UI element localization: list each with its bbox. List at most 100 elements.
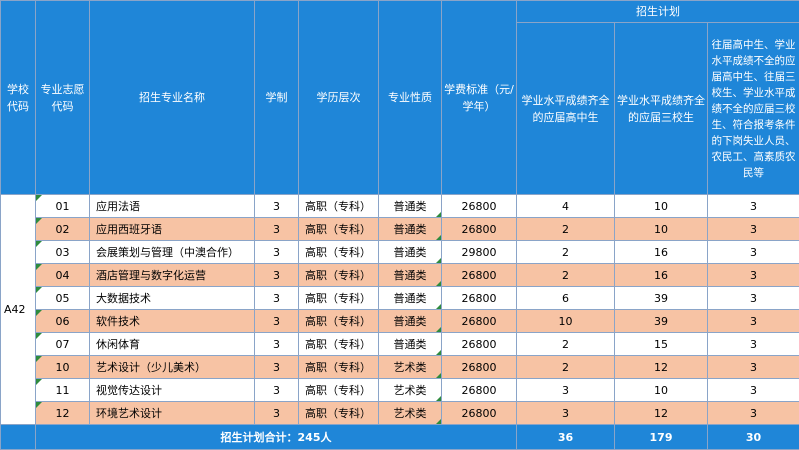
plan-2-cell: 16 <box>615 241 708 264</box>
nature-cell: 艺术类 <box>379 402 442 425</box>
duration-cell: 3 <box>255 241 299 264</box>
major-name-cell: 酒店管理与数字化运营 <box>90 264 255 287</box>
plan-3-cell: 3 <box>708 379 799 402</box>
duration-cell: 3 <box>255 310 299 333</box>
table-row: 03 会展策划与管理（中澳合作） 3 高职（专科） 普通类 29800 2 16… <box>1 241 799 264</box>
total-spacer <box>1 425 36 450</box>
header-plan: 招生计划 <box>517 1 799 23</box>
major-name-cell: 会展策划与管理（中澳合作） <box>90 241 255 264</box>
plan-1-cell: 2 <box>517 264 615 287</box>
major-code-cell: 07 <box>36 333 90 356</box>
nature-cell: 艺术类 <box>379 379 442 402</box>
nature-cell: 普通类 <box>379 310 442 333</box>
nature-cell: 普通类 <box>379 287 442 310</box>
duration-cell: 3 <box>255 195 299 218</box>
major-name-cell: 艺术设计（少儿美术） <box>90 356 255 379</box>
table-row: 06 软件技术 3 高职（专科） 普通类 26800 10 39 3 <box>1 310 799 333</box>
level-cell: 高职（专科） <box>299 195 379 218</box>
plan-3-cell: 3 <box>708 195 799 218</box>
nature-cell: 普通类 <box>379 264 442 287</box>
plan-2-cell: 12 <box>615 402 708 425</box>
plan-1-cell: 3 <box>517 402 615 425</box>
table-row: A42 01 应用法语 3 高职（专科） 普通类 26800 4 10 3 <box>1 195 799 218</box>
table-row: 11 视觉传达设计 3 高职（专科） 艺术类 26800 3 10 3 <box>1 379 799 402</box>
plan-3-cell: 3 <box>708 287 799 310</box>
level-cell: 高职（专科） <box>299 379 379 402</box>
tuition-cell: 26800 <box>442 379 517 402</box>
table-row: 04 酒店管理与数字化运营 3 高职（专科） 普通类 26800 2 16 3 <box>1 264 799 287</box>
level-cell: 高职（专科） <box>299 356 379 379</box>
major-name-cell: 应用西班牙语 <box>90 218 255 241</box>
major-name-cell: 环境艺术设计 <box>90 402 255 425</box>
duration-cell: 3 <box>255 287 299 310</box>
header-level: 学历层次 <box>299 1 379 195</box>
header-major-name: 招生专业名称 <box>90 1 255 195</box>
major-code-cell: 04 <box>36 264 90 287</box>
tuition-cell: 26800 <box>442 195 517 218</box>
major-code-cell: 10 <box>36 356 90 379</box>
tuition-cell: 26800 <box>442 356 517 379</box>
plan-2-cell: 16 <box>615 264 708 287</box>
plan-1-cell: 3 <box>517 379 615 402</box>
header-plan-col-2: 学业水平成绩齐全的应届三校生 <box>615 23 708 195</box>
major-code-cell: 06 <box>36 310 90 333</box>
table-row: 02 应用西班牙语 3 高职（专科） 普通类 26800 2 10 3 <box>1 218 799 241</box>
plan-1-cell: 6 <box>517 287 615 310</box>
major-name-cell: 休闲体育 <box>90 333 255 356</box>
level-cell: 高职（专科） <box>299 218 379 241</box>
nature-cell: 普通类 <box>379 333 442 356</box>
duration-cell: 3 <box>255 264 299 287</box>
tuition-cell: 29800 <box>442 241 517 264</box>
plan-1-cell: 4 <box>517 195 615 218</box>
total-plan-2: 179 <box>615 425 708 450</box>
duration-cell: 3 <box>255 333 299 356</box>
major-code-cell: 05 <box>36 287 90 310</box>
major-name-cell: 应用法语 <box>90 195 255 218</box>
plan-2-cell: 10 <box>615 218 708 241</box>
level-cell: 高职（专科） <box>299 310 379 333</box>
header-duration: 学制 <box>255 1 299 195</box>
table-row: 05 大数据技术 3 高职（专科） 普通类 26800 6 39 3 <box>1 287 799 310</box>
major-code-cell: 12 <box>36 402 90 425</box>
level-cell: 高职（专科） <box>299 402 379 425</box>
total-row: 招生计划合计：245人 36 179 30 <box>1 425 799 450</box>
total-label: 招生计划合计：245人 <box>36 425 517 450</box>
level-cell: 高职（专科） <box>299 333 379 356</box>
header-nature: 专业性质 <box>379 1 442 195</box>
school-code-cell: A42 <box>1 195 36 425</box>
tuition-cell: 26800 <box>442 218 517 241</box>
plan-3-cell: 3 <box>708 241 799 264</box>
header-plan-col-3: 往届高中生、学业水平成绩不全的应届高中生、往届三校生、学业水平成绩不全的应届三校… <box>708 23 799 195</box>
tuition-cell: 26800 <box>442 310 517 333</box>
plan-2-cell: 15 <box>615 333 708 356</box>
header-tuition: 学费标准（元/学年） <box>442 1 517 195</box>
level-cell: 高职（专科） <box>299 241 379 264</box>
plan-1-cell: 2 <box>517 333 615 356</box>
nature-cell: 普通类 <box>379 218 442 241</box>
plan-2-cell: 12 <box>615 356 708 379</box>
major-code-cell: 11 <box>36 379 90 402</box>
tuition-cell: 26800 <box>442 333 517 356</box>
plan-3-cell: 3 <box>708 402 799 425</box>
total-plan-1: 36 <box>517 425 615 450</box>
plan-3-cell: 3 <box>708 310 799 333</box>
major-code-cell: 01 <box>36 195 90 218</box>
major-name-cell: 大数据技术 <box>90 287 255 310</box>
plan-3-cell: 3 <box>708 356 799 379</box>
duration-cell: 3 <box>255 402 299 425</box>
plan-2-cell: 39 <box>615 287 708 310</box>
plan-2-cell: 10 <box>615 379 708 402</box>
major-code-cell: 03 <box>36 241 90 264</box>
header-school-code: 学校代码 <box>1 1 36 195</box>
level-cell: 高职（专科） <box>299 264 379 287</box>
table-row: 12 环境艺术设计 3 高职（专科） 艺术类 26800 3 12 3 <box>1 402 799 425</box>
major-code-cell: 02 <box>36 218 90 241</box>
level-cell: 高职（专科） <box>299 287 379 310</box>
duration-cell: 3 <box>255 379 299 402</box>
plan-1-cell: 2 <box>517 356 615 379</box>
plan-1-cell: 2 <box>517 241 615 264</box>
major-name-cell: 软件技术 <box>90 310 255 333</box>
header-major-code: 专业志愿代码 <box>36 1 90 195</box>
table-row: 10 艺术设计（少儿美术） 3 高职（专科） 艺术类 26800 2 12 3 <box>1 356 799 379</box>
